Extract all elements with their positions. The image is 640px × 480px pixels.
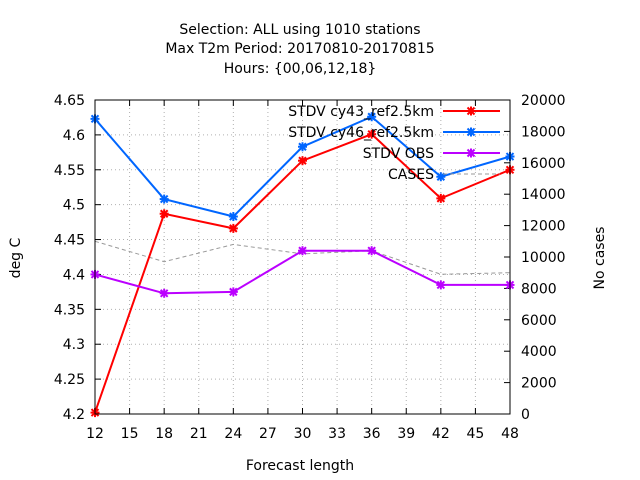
- legend-label-2: STDV OBS: [363, 146, 434, 162]
- x-tick-label: 12: [86, 426, 104, 442]
- y-tick-label: 4.45: [54, 233, 85, 249]
- y-tick-label: 4.2: [63, 407, 85, 423]
- y2-tick-label: 2000: [521, 376, 557, 392]
- x-tick-label: 42: [432, 426, 450, 442]
- series-group: [90, 112, 515, 418]
- x-tick-label: 48: [501, 426, 519, 442]
- chart-title-line-1: Selection: ALL using 1010 stations: [179, 22, 420, 38]
- y2-axis-label: No cases: [592, 227, 608, 290]
- y2-tick-label: 8000: [521, 281, 557, 297]
- y-tick-label: 4.35: [54, 302, 85, 318]
- legend-label-0: STDV cy43_ref2.5km: [288, 104, 434, 120]
- y-tick-label: 4.6: [63, 128, 85, 144]
- x-tick-label: 15: [121, 426, 139, 442]
- series-line-0: [94, 133, 511, 413]
- y-tick-label: 4.55: [54, 163, 85, 179]
- y2-axis-ticks: 0 2000 4000 6000 8000 10000 12000 14000 16000 180…: [504, 93, 566, 423]
- y2-tick-label: 16000: [521, 156, 566, 172]
- x-tick-label: 33: [328, 426, 346, 442]
- y2-tick-label: 4000: [521, 344, 557, 360]
- grid: [95, 100, 510, 414]
- x-tick-label: 24: [224, 426, 242, 442]
- y2-tick-label: 0: [521, 407, 530, 423]
- x-tick-label: 39: [397, 426, 415, 442]
- x-tick-label: 21: [190, 426, 208, 442]
- x-tick-label: 27: [259, 426, 277, 442]
- y-tick-label: 4.25: [54, 372, 85, 388]
- y2-tick-label: 6000: [521, 313, 557, 329]
- y-tick-label: 4.3: [63, 337, 85, 353]
- y-tick-label: 4.5: [63, 198, 85, 214]
- y-tick-label: 4.4: [63, 267, 85, 283]
- y2-tick-label: 20000: [521, 93, 566, 109]
- x-tick-label: 45: [467, 426, 485, 442]
- y2-tick-label: 10000: [521, 250, 566, 266]
- y-axis-label: deg C: [8, 237, 24, 278]
- chart-title-line-3: Hours: {00,06,12,18}: [224, 61, 377, 77]
- x-tick-label: 36: [363, 426, 381, 442]
- chart-title-line-2: Max T2m Period: 20170810-20170815: [165, 41, 434, 57]
- y2-tick-label: 12000: [521, 219, 566, 235]
- x-axis-ticks: 12 15 18 21 24 27 30 33 36 39 42 45 48: [86, 100, 519, 442]
- plot-frame: [94, 99, 511, 415]
- y2-tick-label: 18000: [521, 124, 566, 140]
- legend-label-1: STDV cy46_ref2.5km: [288, 125, 434, 141]
- legend-label-3: CASES: [388, 167, 434, 183]
- x-axis-label: Forecast length: [246, 458, 354, 474]
- x-tick-label: 30: [294, 426, 312, 442]
- x-tick-label: 18: [155, 426, 173, 442]
- y2-tick-label: 14000: [521, 187, 566, 203]
- y-axis-ticks: 4.2 4.25 4.3 4.35 4.4 4.45 4.5 4.55 4.6 4.65: [54, 93, 101, 423]
- y-tick-label: 4.65: [54, 93, 85, 109]
- legend: STDV cy43_ref2.5km STDV cy46_ref2.5km STDV…: [288, 104, 500, 183]
